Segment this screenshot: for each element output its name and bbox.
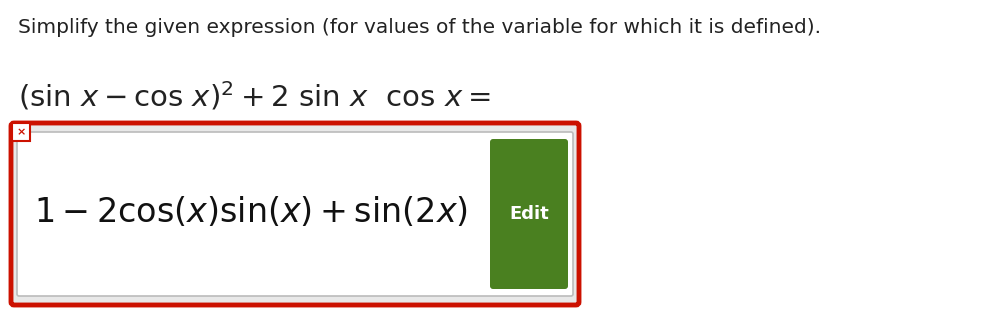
Text: $\left(\mathrm{sin}\ x - \mathrm{cos}\ x\right)^{2} + 2\ \mathrm{sin}\ x\ \ \mat: $\left(\mathrm{sin}\ x - \mathrm{cos}\ x…: [18, 80, 490, 113]
FancyBboxPatch shape: [12, 123, 30, 141]
Text: Edit: Edit: [509, 205, 549, 223]
Text: Simplify the given expression (for values of the variable for which it is define: Simplify the given expression (for value…: [18, 18, 821, 37]
FancyBboxPatch shape: [17, 132, 573, 296]
FancyBboxPatch shape: [11, 123, 579, 305]
FancyBboxPatch shape: [490, 139, 568, 289]
Text: ×: ×: [16, 127, 26, 137]
Text: $1 - 2\cos\!\left(x\right)\sin\!\left(x\right) + \sin\!\left(2x\right)$: $1 - 2\cos\!\left(x\right)\sin\!\left(x\…: [34, 195, 468, 229]
